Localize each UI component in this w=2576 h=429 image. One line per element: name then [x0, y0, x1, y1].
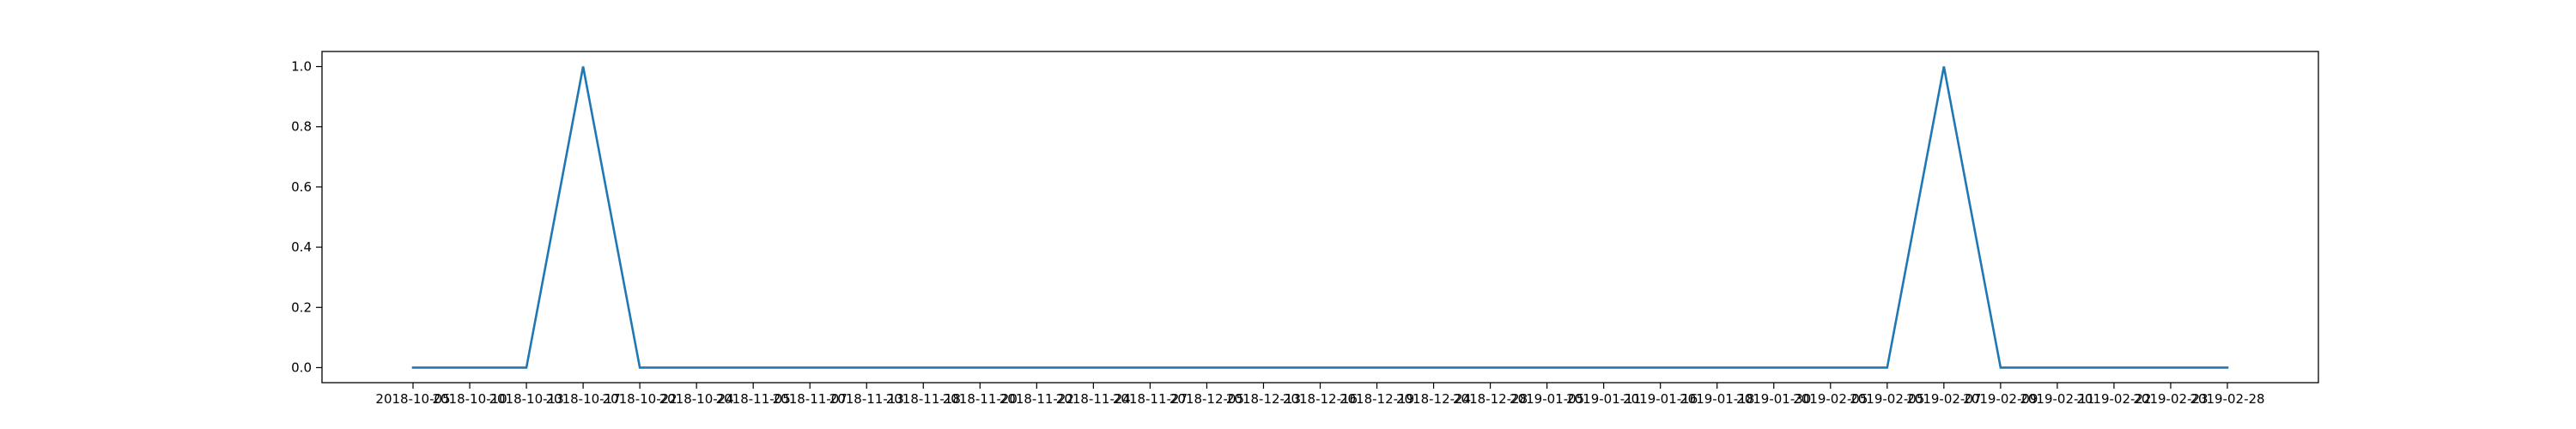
series-line-0: [411, 66, 2229, 369]
x-tick-label: 2019-01-18: [1680, 391, 1754, 407]
x-tick-label: 2018-11-24: [1056, 391, 1131, 407]
x-tick-label: 2019-02-22: [2076, 391, 2151, 407]
x-tick-label: 2019-02-09: [1963, 391, 2038, 407]
x-tick-label: 2018-12-16: [1283, 391, 1358, 407]
x-tick-label: 2018-10-17: [546, 391, 621, 407]
x-tick-label: 2018-11-27: [1113, 391, 1188, 407]
x-tick-label: 2018-12-13: [1226, 391, 1301, 407]
y-tick-label: 0.2: [291, 299, 312, 315]
y-tick-label: 0.0: [291, 360, 312, 375]
plot-area-frame: [321, 51, 2319, 384]
x-tick-label: 2018-12-05: [1170, 391, 1244, 407]
x-tick-label: 2018-12-19: [1340, 391, 1414, 407]
x-tick-label: 2018-11-07: [773, 391, 848, 407]
x-tick-label: 2019-02-23: [2133, 391, 2208, 407]
x-tick-label: 2018-12-24: [1396, 391, 1471, 407]
x-tick-label: 2018-10-05: [375, 391, 450, 407]
y-tick-label: 1.0: [291, 59, 312, 75]
x-tick-label: 2018-10-13: [489, 391, 563, 407]
x-tick-label: 2019-02-11: [2020, 391, 2094, 407]
x-tick-label: 2019-01-11: [1566, 391, 1641, 407]
x-tick-label: 2018-11-20: [943, 391, 1018, 407]
x-tick-label: 2018-10-10: [432, 391, 507, 407]
x-tick-label: 2019-02-05: [1793, 391, 1868, 407]
x-tick-label: 2019-01-16: [1623, 391, 1698, 407]
series-layer: [411, 66, 2229, 369]
y-tick-label: 0.4: [291, 239, 312, 255]
x-axis: 2018-10-052018-10-102018-10-132018-10-17…: [375, 383, 2265, 407]
y-tick-label: 0.8: [291, 119, 312, 135]
x-tick-label: 2019-02-05: [1850, 391, 1924, 407]
y-axis: 0.0 0.2 0.4 0.6 0.8 1.0: [291, 59, 322, 375]
x-tick-label: 2019-01-05: [1510, 391, 1584, 407]
x-tick-label: 2018-10-24: [659, 391, 734, 407]
x-tick-label: 2019-01-30: [1736, 391, 1811, 407]
x-tick-label: 2018-10-22: [603, 391, 677, 407]
x-tick-label: 2019-02-28: [2190, 391, 2264, 407]
x-tick-label: 2019-02-07: [1906, 391, 1981, 407]
x-tick-label: 2018-11-13: [829, 391, 904, 407]
x-tick-label: 2018-11-18: [886, 391, 961, 407]
x-tick-label: 2018-11-22: [999, 391, 1074, 407]
x-tick-label: 2018-12-28: [1453, 391, 1528, 407]
y-tick-label: 0.6: [291, 179, 312, 195]
x-tick-label: 2018-11-05: [716, 391, 791, 407]
